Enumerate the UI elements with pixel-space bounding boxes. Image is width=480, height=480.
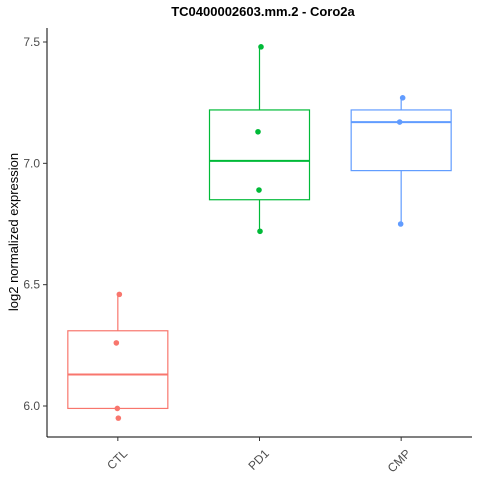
- y-axis-title: log2 normalized expression: [6, 153, 21, 311]
- y-tick-label: 6.0: [23, 399, 40, 413]
- x-tick-label: CMP: [385, 446, 414, 475]
- y-axis: 6.0 6.5 7.0 7.5: [23, 35, 47, 413]
- data-point: [255, 128, 261, 135]
- box-group-pd1: [208, 44, 311, 235]
- data-point: [257, 228, 263, 235]
- box: [350, 109, 452, 172]
- data-point: [399, 95, 406, 101]
- plot-area: [67, 44, 452, 421]
- data-point: [114, 405, 121, 412]
- y-tick-label: 7.0: [23, 156, 40, 170]
- data-point: [397, 221, 404, 227]
- x-tick-label: PD1: [245, 446, 272, 473]
- data-point: [258, 44, 264, 50]
- data-point: [256, 187, 262, 193]
- chart-title: TC0400002603.mm.2 - Coro2a: [171, 4, 355, 19]
- x-tick-label: CTL: [104, 446, 130, 472]
- y-tick-label: 7.5: [23, 35, 40, 49]
- box-group-cmp: [350, 95, 452, 227]
- data-point: [116, 291, 123, 298]
- data-point: [113, 340, 120, 346]
- box: [208, 109, 311, 201]
- data-point: [115, 415, 122, 421]
- box-group-ctl: [67, 291, 169, 421]
- data-point: [396, 119, 403, 125]
- x-axis: CTL PD1 CMP: [104, 437, 414, 475]
- y-tick-label: 6.5: [23, 278, 40, 292]
